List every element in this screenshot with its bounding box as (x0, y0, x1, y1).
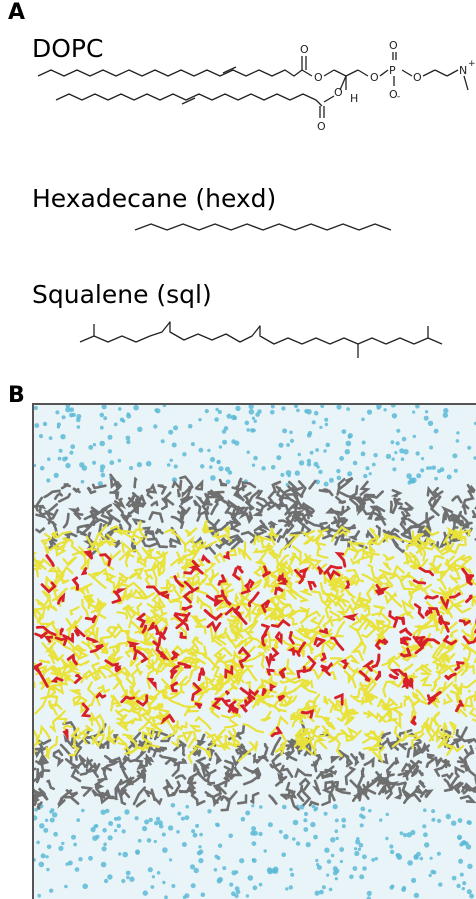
hexadecane-structure (134, 223, 392, 231)
glycerol-h: H (350, 92, 358, 105)
phosphate-charge-minus: - (397, 92, 400, 102)
choline-n: N (459, 64, 467, 77)
dopc-structure: O O O P O O - O N + H O O (37, 39, 476, 133)
md-simulation-snapshot (32, 403, 476, 899)
membrane-render (34, 405, 476, 899)
carbonyl-o-2: O (317, 120, 326, 133)
ester-o-2: O (334, 86, 343, 99)
choline-charge-plus: + (468, 59, 476, 69)
hexadecane-label: Hexadecane (hexd) (32, 184, 277, 213)
phosphate-o-4: O (413, 71, 422, 84)
ester-o-1: O (314, 71, 323, 84)
phosphate-o-2: O (389, 39, 398, 52)
phosphate-o-1: O (370, 71, 379, 84)
carbonyl-o-1: O (300, 43, 309, 56)
phosphorus: P (389, 64, 396, 77)
panel-b-label: B (8, 383, 25, 408)
squalene-label: Squalene (sql) (32, 280, 212, 309)
panel-a-label: A (8, 0, 26, 25)
dopc-label: DOPC (32, 34, 104, 63)
squalene-structure (79, 321, 443, 358)
phosphate-o-3: O (389, 88, 398, 101)
